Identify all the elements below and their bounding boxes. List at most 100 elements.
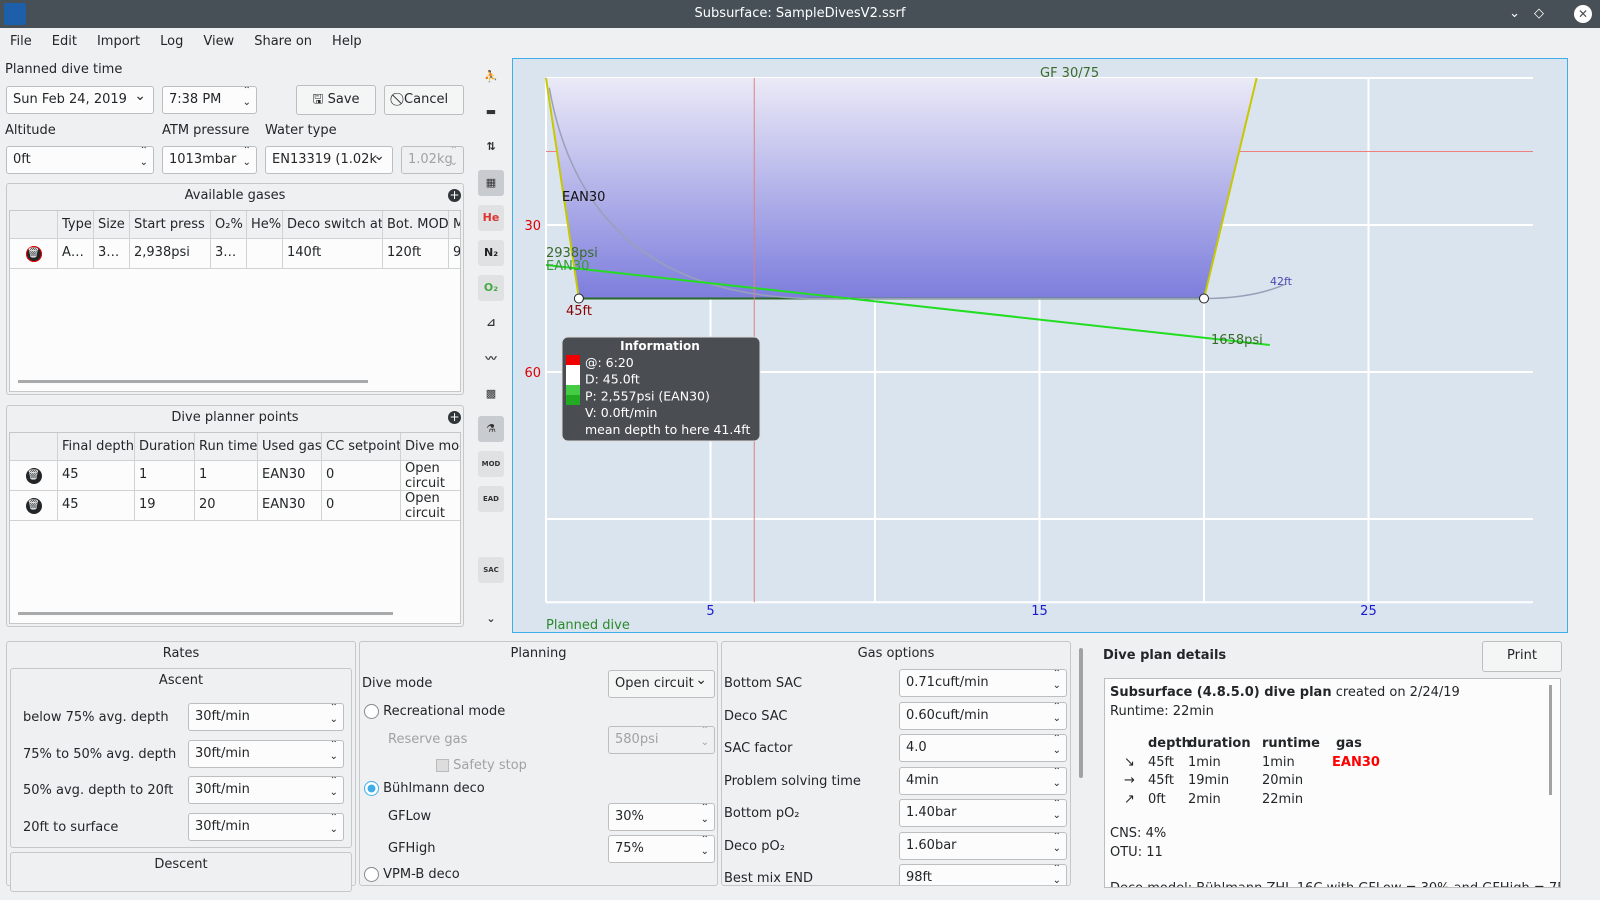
plan-cell: 1min — [1188, 754, 1221, 770]
delete-row-button[interactable]: 🗑 — [10, 239, 58, 269]
menu-import[interactable]: Import — [96, 34, 141, 49]
details-scrollbar[interactable] — [1549, 685, 1552, 795]
column-header[interactable]: Used gas — [258, 433, 322, 461]
gas-option-field[interactable]: 0.60cuft/min — [899, 701, 1067, 730]
save-button[interactable]: 🖫 Save — [296, 85, 376, 115]
gflow-field[interactable]: 30% — [608, 803, 715, 831]
menu-view[interactable]: View — [203, 34, 235, 49]
table-cell[interactable]: EAN30 — [258, 461, 322, 491]
minimize-icon[interactable]: ⌄ — [1509, 6, 1520, 21]
menu-file[interactable]: File — [10, 34, 32, 49]
column-header[interactable]: Type — [58, 211, 94, 239]
menu-help[interactable]: Help — [332, 34, 362, 49]
table-cell[interactable]: 120ft — [383, 239, 449, 269]
ceiling-icon[interactable]: ▬ — [485, 105, 497, 119]
column-header[interactable]: O₂% — [211, 211, 247, 239]
trash-icon: 🗑 — [25, 468, 42, 484]
table-cell[interactable]: Open circuit — [401, 491, 460, 521]
vpm-radio[interactable]: VPM-B deco — [364, 867, 460, 882]
time-field[interactable]: 7:38 PM — [162, 86, 257, 114]
gas-option-field[interactable]: 1.40bar — [899, 799, 1067, 827]
bottle-icon[interactable]: ⚗ — [478, 416, 504, 442]
table-cell[interactable]: 20 — [195, 491, 258, 521]
table-cell[interactable]: EAN30 — [258, 491, 322, 521]
rate-field[interactable]: 30ft/min — [188, 739, 344, 768]
expand-more-icon[interactable]: ⌄ — [486, 612, 496, 625]
column-header[interactable]: Size — [94, 211, 130, 239]
table-cell[interactable]: 0 — [322, 491, 401, 521]
column-header[interactable]: Dive mode — [401, 433, 460, 461]
table-cell[interactable]: 45 — [58, 491, 135, 521]
recreational-radio[interactable]: Recreational mode — [364, 704, 505, 719]
depth-label: 45ft — [566, 304, 592, 319]
table-cell[interactable]: 1 — [135, 461, 195, 491]
n2-icon[interactable]: N₂ — [478, 240, 504, 266]
tissue-graph-icon[interactable]: ▩ — [485, 386, 497, 400]
rate-field[interactable]: 30ft/min — [188, 776, 344, 804]
table-cell[interactable]: A… — [58, 239, 94, 269]
table-cell[interactable]: 19 — [135, 491, 195, 521]
column-header[interactable]: Duration — [135, 433, 195, 461]
rate-field[interactable]: 30ft/min — [188, 703, 344, 731]
horizontal-scrollbar[interactable] — [18, 380, 368, 383]
menu-edit[interactable]: Edit — [51, 34, 77, 49]
column-header[interactable]: He% — [247, 211, 283, 239]
calculated-ceiling-icon[interactable]: ⇅ — [486, 140, 496, 154]
ead-icon[interactable]: EAD — [478, 486, 504, 513]
drag-handle[interactable] — [1199, 293, 1209, 304]
gas-option-field[interactable]: 98ft — [899, 864, 1067, 885]
column-header[interactable]: Run time — [195, 433, 258, 461]
column-header[interactable]: CC setpoint — [322, 433, 401, 461]
column-header[interactable]: Final depth — [58, 433, 135, 461]
table-cell[interactable]: 140ft — [283, 239, 383, 269]
eadd-icon[interactable] — [478, 522, 504, 548]
sac-icon[interactable]: SAC — [478, 556, 504, 583]
column-header[interactable]: Bot. MOD — [383, 211, 449, 239]
tissue-heatmap-icon[interactable]: ▦ — [478, 169, 504, 196]
menu-log[interactable]: Log — [160, 34, 184, 49]
table-cell[interactable]: 0 — [322, 461, 401, 491]
table-cell[interactable]: 1 — [195, 461, 258, 491]
rate-field[interactable]: 30ft/min — [188, 812, 344, 841]
altitude-field[interactable]: 0ft — [6, 146, 154, 174]
table-cell[interactable]: 98ft — [449, 239, 460, 269]
gas-option-field[interactable]: 1.60bar — [899, 831, 1067, 860]
table-cell[interactable] — [247, 239, 283, 269]
gas-option-field[interactable]: 0.71cuft/min — [899, 669, 1067, 697]
diver-profile-icon[interactable]: ⛹ — [484, 70, 498, 83]
column-header[interactable]: Deco switch at — [283, 211, 383, 239]
cancel-button[interactable]: ⃠ Cancel — [384, 85, 464, 115]
table-cell[interactable]: 2,938psi — [130, 239, 211, 269]
dive-mode-select[interactable]: Open circuit — [608, 670, 715, 698]
column-header[interactable]: Start press — [130, 211, 211, 239]
add-gas-icon[interactable]: + — [448, 188, 461, 202]
column-header[interactable]: MND — [449, 211, 460, 239]
gas-option-field[interactable]: 4min — [899, 766, 1067, 795]
maximize-icon[interactable]: ◇ — [1534, 6, 1544, 21]
table-cell[interactable]: 3… — [211, 239, 247, 269]
o2-icon[interactable]: O₂ — [478, 275, 504, 302]
gfhigh-field[interactable]: 75% — [608, 835, 715, 863]
menu-share[interactable]: Share on — [254, 34, 313, 49]
date-field[interactable]: Sun Feb 24, 2019 — [6, 86, 154, 114]
table-cell[interactable]: 3… — [94, 239, 130, 269]
gas-option-field[interactable]: 4.0 — [899, 734, 1067, 762]
drag-handle[interactable] — [573, 293, 584, 304]
delete-row-button[interactable]: 🗑 — [10, 461, 58, 491]
close-icon[interactable]: ✕ — [1574, 5, 1592, 23]
buhlmann-radio[interactable]: Bühlmann deco — [364, 781, 485, 796]
table-cell[interactable]: 45 — [58, 461, 135, 491]
he-icon[interactable]: He — [478, 204, 504, 231]
print-button[interactable]: Print — [1482, 641, 1562, 672]
mod-line-icon[interactable]: ⊿ — [486, 316, 496, 330]
add-point-icon[interactable]: + — [448, 410, 461, 424]
splitter-scrollbar[interactable] — [1079, 648, 1083, 778]
heart-rate-icon[interactable]: 〰 — [485, 351, 497, 365]
table-cell[interactable]: Open circuit — [401, 461, 460, 491]
delete-row-button[interactable]: 🗑 — [10, 491, 58, 521]
mod-icon[interactable]: MOD — [478, 451, 504, 478]
water-type-select[interactable]: EN13319 (1.02k — [265, 146, 393, 174]
atm-field[interactable]: 1013mbar — [162, 146, 257, 174]
horizontal-scrollbar[interactable] — [18, 612, 393, 615]
